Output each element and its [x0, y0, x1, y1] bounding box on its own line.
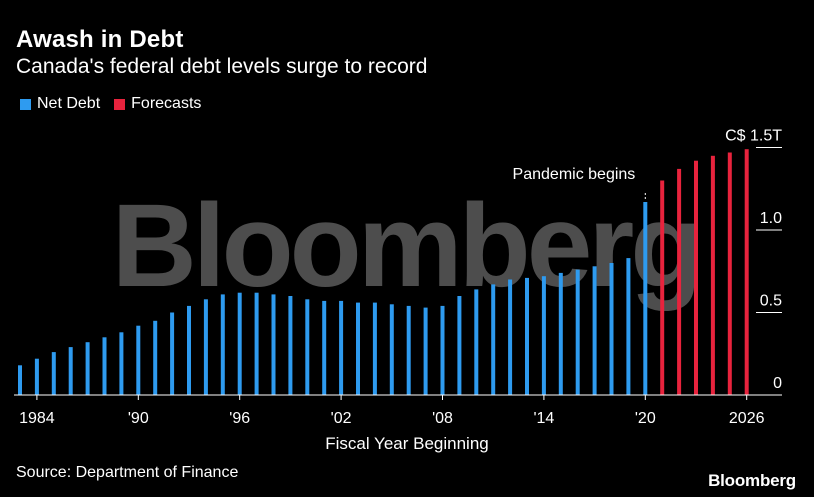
bar-net-debt-1992	[170, 312, 175, 395]
x-tick-label: 2026	[729, 410, 765, 427]
bar-forecast-2026	[744, 149, 749, 395]
legend: Net Debt Forecasts	[20, 95, 215, 113]
bar-net-debt-2002	[339, 300, 344, 395]
x-tick-label: '20	[635, 410, 656, 427]
bars-group	[18, 149, 749, 396]
bar-forecast-2021	[660, 180, 665, 395]
y-tick-label: 1.0	[760, 210, 782, 227]
chart-title: Awash in Debt	[16, 26, 184, 53]
bar-net-debt-1990	[136, 325, 141, 395]
bar-net-debt-2000	[305, 299, 310, 395]
legend-item-net-debt: Net Debt	[20, 95, 100, 113]
legend-swatch-net-debt	[20, 98, 31, 110]
bar-net-debt-1996	[237, 292, 242, 395]
x-tick-label: '08	[432, 410, 453, 427]
legend-item-forecasts: Forecasts	[114, 95, 201, 113]
legend-label-forecasts: Forecasts	[131, 95, 202, 112]
y-tick-label: C$ 1.5T	[725, 128, 782, 145]
x-tick-label: 1984	[19, 410, 55, 427]
bar-net-debt-1995	[220, 294, 225, 395]
annotation-pandemic: Pandemic begins	[513, 166, 636, 183]
bar-net-debt-2005	[389, 304, 394, 396]
bar-net-debt-2003	[356, 302, 360, 395]
bar-net-debt-1988	[102, 337, 107, 395]
bloomberg-logo: Bloomberg	[708, 471, 796, 490]
watermark-logo: Bloomberg	[112, 180, 699, 312]
bar-net-debt-2019	[626, 258, 631, 395]
bar-net-debt-1993	[187, 305, 191, 395]
bar-net-debt-2013	[525, 277, 529, 395]
bar-net-debt-2009	[457, 296, 462, 395]
x-tick-label: '90	[128, 410, 149, 427]
bar-net-debt-2017	[592, 266, 597, 395]
legend-label-net-debt: Net Debt	[37, 95, 101, 112]
bar-net-debt-2007	[423, 307, 428, 396]
bar-net-debt-2020	[643, 202, 648, 395]
bar-net-debt-2004	[372, 302, 377, 395]
bar-forecast-2024	[710, 155, 715, 396]
bar-net-debt-1997	[254, 292, 259, 395]
y-tick-label: 0.5	[760, 293, 782, 310]
bar-forecast-2025	[727, 152, 732, 395]
x-tick-label: '02	[331, 410, 352, 427]
bar-net-debt-1986	[68, 347, 73, 395]
bar-net-debt-1983	[18, 365, 22, 395]
axes-group: 0 0.5 1.0 C$ 1.5T 1984 '90 '96 '02 '08 '14 '20 2026…	[14, 128, 782, 453]
bar-net-debt-2018	[609, 263, 614, 395]
bar-net-debt-2001	[322, 300, 327, 395]
bar-net-debt-2010	[474, 289, 479, 395]
bar-net-debt-1985	[51, 352, 56, 395]
legend-swatch-forecasts	[114, 98, 126, 110]
bar-net-debt-2011	[491, 284, 496, 395]
source-note: Source: Department of Finance	[16, 464, 239, 481]
bar-net-debt-1991	[153, 320, 158, 396]
bar-net-debt-1989	[119, 332, 124, 395]
x-axis-title: Fiscal Year Beginning	[325, 434, 489, 453]
x-tick-label: '96	[229, 410, 250, 427]
x-tick-label: '14	[533, 410, 554, 427]
bar-net-debt-2006	[406, 305, 411, 395]
bar-net-debt-1984	[34, 358, 39, 395]
bar-net-debt-2008	[440, 305, 445, 395]
bar-net-debt-1987	[85, 342, 90, 395]
chart-subtitle: Canada's federal debt levels surge to re…	[16, 55, 428, 78]
bar-net-debt-1998	[271, 294, 276, 395]
bar-net-debt-2015	[558, 272, 563, 395]
bar-net-debt-1999	[288, 296, 293, 395]
bar-net-debt-2014	[541, 276, 546, 395]
bar-forecast-2023	[694, 160, 698, 395]
bar-net-debt-1994	[203, 299, 208, 395]
y-tick-label: 0	[773, 375, 782, 392]
bar-net-debt-2016	[575, 269, 580, 395]
bar-net-debt-2012	[508, 279, 513, 395]
bar-forecast-2022	[677, 168, 682, 395]
